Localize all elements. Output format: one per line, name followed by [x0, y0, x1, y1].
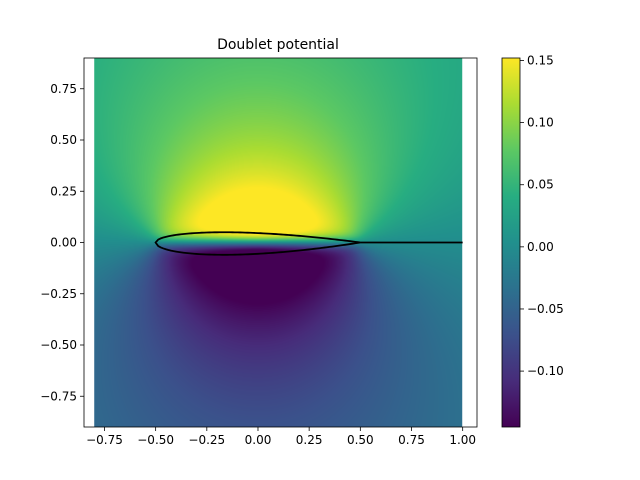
y-tick-label: 0.50 — [50, 133, 77, 147]
y-tick-label: −0.25 — [40, 287, 77, 301]
colorbar-tick-label: 0.00 — [527, 240, 554, 254]
x-tick-label: 0.25 — [296, 433, 323, 447]
x-tick-label: 1.00 — [449, 433, 476, 447]
colorbar-tick-label: 0.05 — [527, 178, 554, 192]
x-tick-label: −0.50 — [137, 433, 174, 447]
y-tick-label: −0.50 — [40, 338, 77, 352]
chart-title: Doublet potential — [217, 37, 339, 53]
x-tick-label: −0.25 — [188, 433, 225, 447]
colorbar-tick-label: 0.10 — [527, 116, 554, 130]
colorbar-frame — [501, 57, 521, 428]
colorbar-tick-label: −0.05 — [527, 302, 564, 316]
colorbar-gradient — [502, 58, 520, 427]
colorbar-tick-label: −0.10 — [527, 364, 564, 378]
x-axis: −0.75 −0.50 −0.25 0.00 0.25 0.50 0.75 1.00 — [86, 427, 476, 447]
colorbar-axis: 0.15 0.10 0.05 0.00 −0.05 −0.10 — [520, 53, 564, 378]
y-tick-label: −0.75 — [40, 389, 77, 403]
y-axis: 0.75 0.50 0.25 0.00 −0.25 −0.50 −0.75 — [40, 82, 84, 403]
x-tick-label: 0.75 — [398, 433, 425, 447]
y-tick-label: 0.00 — [50, 236, 77, 250]
x-tick-label: −0.75 — [86, 433, 123, 447]
x-tick-label: 0.50 — [347, 433, 374, 447]
y-tick-label: 0.25 — [50, 184, 77, 198]
colorbar-tick-label: 0.15 — [527, 53, 554, 67]
x-tick-label: 0.00 — [245, 433, 272, 447]
plot-area: −0.75 −0.50 −0.25 0.00 0.25 0.50 0.75 1.00 0.75… — [40, 57, 478, 447]
colorbar: 0.15 0.10 0.05 0.00 −0.05 −0.10 — [501, 53, 564, 428]
y-tick-label: 0.75 — [50, 82, 77, 96]
